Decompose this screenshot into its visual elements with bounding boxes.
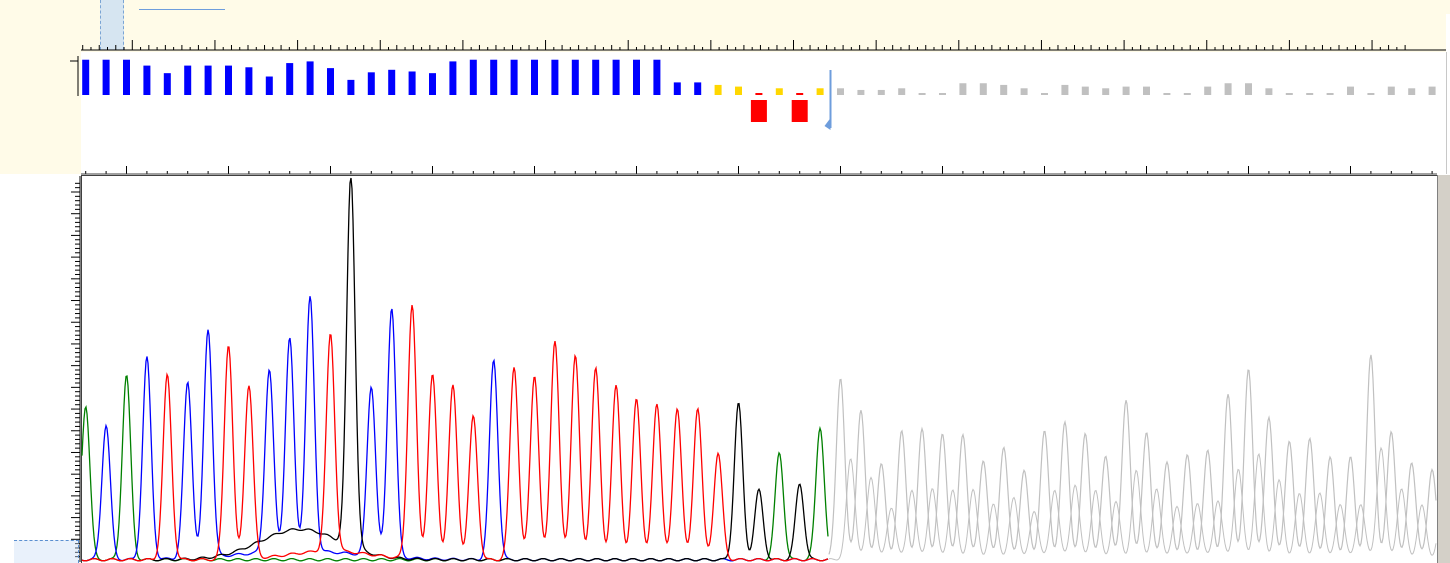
quality-bar (204, 65, 212, 95)
quality-bar (82, 59, 90, 95)
quality-bar (979, 83, 987, 95)
quality-bar (449, 61, 457, 95)
quality-bar (1408, 88, 1416, 95)
trimmed-trace-main (828, 354, 1437, 555)
quality-bar (286, 63, 294, 95)
quality-bar (1428, 86, 1436, 95)
quality-bar (837, 88, 844, 95)
quality-bar (694, 82, 702, 95)
quality-bar (1163, 93, 1171, 95)
quality-bar (1306, 93, 1314, 95)
selection-marker[interactable] (100, 0, 124, 50)
quality-bar (1265, 88, 1273, 95)
quality-bar (673, 82, 681, 95)
scan-ruler (81, 0, 1446, 52)
trace-G (81, 177, 829, 562)
quality-bar (1081, 86, 1089, 95)
quality-bar (469, 59, 477, 95)
quality-bar (327, 68, 334, 95)
quality-bar (939, 93, 946, 95)
quality-bar (816, 88, 824, 95)
trace-T (81, 304, 829, 562)
base-calls-layer (750, 70, 832, 130)
quality-bar (102, 59, 110, 95)
quality-bar (1204, 86, 1212, 95)
quality-bar (877, 89, 885, 95)
quality-bar (1000, 84, 1008, 95)
quality-bar (123, 59, 130, 95)
trace-C (81, 296, 829, 562)
quality-bar (714, 84, 722, 95)
quality-bar (1245, 83, 1252, 95)
quality-bar (429, 73, 436, 95)
quality-bar (1224, 83, 1232, 95)
quality-bar (551, 59, 559, 95)
quality-bar (592, 59, 600, 95)
quality-bar (1143, 86, 1150, 95)
quality-bar (1020, 88, 1028, 95)
quality-bar (510, 59, 518, 95)
quality-bar (612, 59, 620, 95)
ambiguous-base-highlight (791, 100, 808, 122)
left-margin (0, 14, 81, 174)
quality-bar (1061, 84, 1069, 95)
quality-bar (1367, 93, 1375, 95)
quality-bars-layer (70, 56, 1436, 96)
traces-layer (81, 177, 1437, 562)
quality-bar (857, 89, 865, 95)
quality-bar (490, 59, 498, 95)
quality-bar (1285, 93, 1293, 95)
quality-bar (755, 93, 763, 95)
quality-bar (1122, 86, 1130, 95)
quality-bar (245, 67, 253, 95)
ambiguous-base-highlight (750, 100, 767, 122)
vertical-scrollbar[interactable] (1437, 175, 1450, 563)
quality-bar (1183, 93, 1191, 95)
corner-selection-marker[interactable] (14, 540, 79, 563)
quality-bar (796, 93, 804, 95)
trimmed-trace-secondary (828, 446, 1437, 561)
quality-bar (1041, 93, 1048, 95)
quality-bar (571, 59, 579, 95)
quality-bar (408, 71, 416, 95)
quality-bar (1326, 93, 1334, 95)
quality-bar (898, 88, 906, 95)
quality-bar (184, 65, 192, 95)
scan-ruler-layer (81, 40, 1446, 51)
selection-top-bar[interactable] (139, 0, 225, 10)
quality-bar (959, 83, 967, 95)
quality-bar (775, 88, 783, 95)
quality-bar (918, 93, 926, 95)
quality-bar (633, 59, 640, 95)
quality-bar (143, 65, 151, 95)
quality-bar (225, 65, 232, 95)
intensity-axis (71, 176, 81, 562)
quality-bar (163, 73, 171, 95)
quality-bar (1102, 88, 1110, 95)
base-position-ruler (81, 166, 1437, 175)
quality-bar (653, 59, 661, 95)
quality-bar (531, 59, 538, 95)
quality-bar (735, 86, 742, 95)
quality-bar (347, 79, 355, 95)
trim-marker-icon (824, 118, 831, 130)
quality-bar (367, 72, 375, 95)
quality-bar (265, 76, 273, 95)
quality-bar (1387, 86, 1395, 95)
quality-bar (388, 69, 396, 95)
quality-bar (1347, 86, 1354, 95)
quality-bar (306, 61, 314, 95)
